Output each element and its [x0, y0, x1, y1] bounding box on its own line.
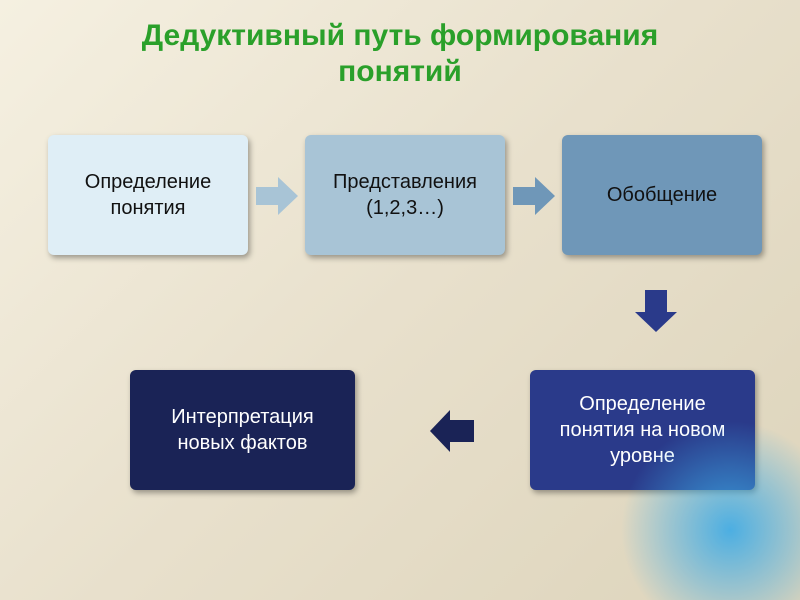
- flow-box-representations: Представления (1,2,3…): [305, 135, 505, 255]
- box-line: Обобщение: [607, 182, 717, 208]
- box-line: понятия на новом: [560, 417, 726, 443]
- box-line: Представления: [333, 169, 477, 195]
- box-line: уровне: [610, 443, 675, 469]
- box-line: новых фактов: [178, 430, 308, 456]
- flow-box-interpretation: Интерпретация новых фактов: [130, 370, 355, 490]
- page-title: Дедуктивный путь формирования понятий: [0, 0, 800, 90]
- box-line: Интерпретация: [171, 404, 314, 430]
- flow-box-new-level-definition: Определение понятия на новом уровне: [530, 370, 755, 490]
- flow-box-definition: Определение понятия: [48, 135, 248, 255]
- box-line: Определение: [85, 169, 211, 195]
- box-line: (1,2,3…): [366, 195, 444, 221]
- box-line: Определение: [579, 391, 705, 417]
- title-line2: понятий: [0, 54, 800, 90]
- box-line: понятия: [111, 195, 186, 221]
- flow-box-generalization: Обобщение: [562, 135, 762, 255]
- title-line1: Дедуктивный путь формирования: [0, 18, 800, 54]
